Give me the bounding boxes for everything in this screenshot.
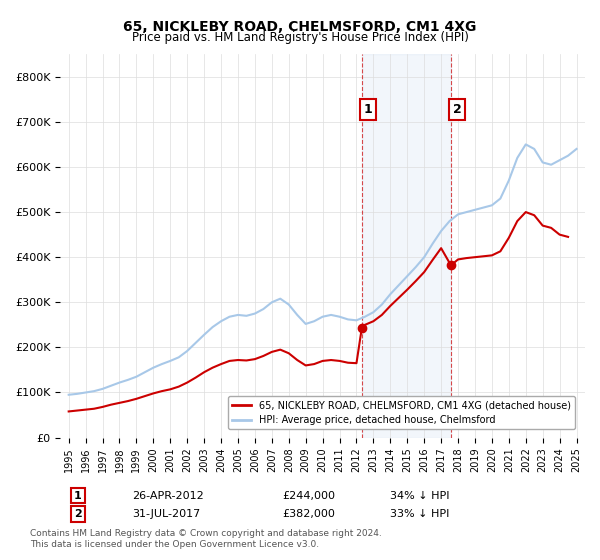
- Text: 26-APR-2012: 26-APR-2012: [132, 491, 204, 501]
- Legend: 65, NICKLEBY ROAD, CHELMSFORD, CM1 4XG (detached house), HPI: Average price, det: 65, NICKLEBY ROAD, CHELMSFORD, CM1 4XG (…: [228, 396, 575, 429]
- Text: 1: 1: [364, 103, 373, 116]
- Text: Contains HM Land Registry data © Crown copyright and database right 2024.
This d: Contains HM Land Registry data © Crown c…: [30, 529, 382, 549]
- Text: 2: 2: [452, 103, 461, 116]
- Text: 2: 2: [74, 509, 82, 519]
- Text: 34% ↓ HPI: 34% ↓ HPI: [390, 491, 449, 501]
- Text: Price paid vs. HM Land Registry's House Price Index (HPI): Price paid vs. HM Land Registry's House …: [131, 31, 469, 44]
- Text: 1: 1: [74, 491, 82, 501]
- Text: 33% ↓ HPI: 33% ↓ HPI: [390, 509, 449, 519]
- Text: 65, NICKLEBY ROAD, CHELMSFORD, CM1 4XG: 65, NICKLEBY ROAD, CHELMSFORD, CM1 4XG: [124, 20, 476, 34]
- Text: £244,000: £244,000: [282, 491, 335, 501]
- Text: £382,000: £382,000: [282, 509, 335, 519]
- Bar: [362, 54, 451, 437]
- Text: 31-JUL-2017: 31-JUL-2017: [132, 509, 200, 519]
